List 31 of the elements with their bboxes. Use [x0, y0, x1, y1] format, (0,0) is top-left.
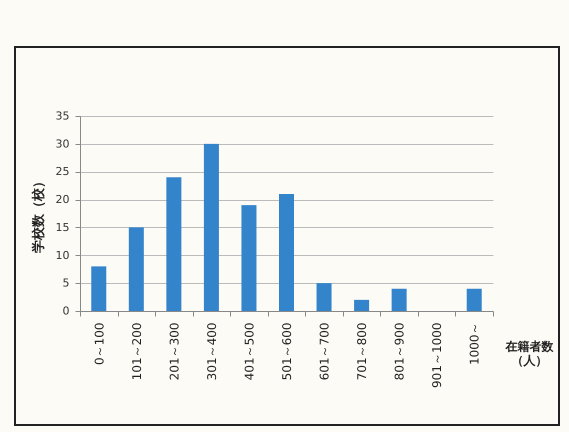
y-tick-label: 5	[62, 276, 70, 290]
x-tick-label: 601～700	[318, 322, 332, 380]
x-tick-label: 301～400	[204, 322, 219, 380]
bar	[466, 288, 482, 311]
bar	[316, 283, 332, 311]
y-tick-label: 35	[56, 110, 70, 122]
x-axis-title: 在籍者数（人）	[504, 340, 554, 368]
bar	[91, 266, 106, 311]
x-tick-label: 701～800	[355, 322, 370, 380]
bar	[204, 144, 219, 311]
y-tick-label: 10	[56, 248, 70, 262]
bar	[354, 300, 370, 311]
y-tick-label: 25	[56, 165, 70, 178]
x-tick-label: 201～300	[167, 322, 182, 380]
x-tick-label: 101～200	[130, 322, 144, 380]
y-tick-label: 0	[62, 304, 70, 318]
bar	[278, 194, 294, 311]
bar	[241, 205, 256, 311]
y-tick-label: 30	[56, 137, 70, 150]
x-tick-label: 801～900	[392, 322, 407, 380]
bar	[166, 177, 182, 311]
y-tick-label: 20	[56, 193, 70, 206]
y-axis-title: 学校数（校）	[30, 175, 47, 253]
y-tick-label: 15	[56, 220, 70, 234]
x-tick-label: 0～100	[92, 322, 106, 366]
bar	[392, 288, 407, 311]
x-tick-label: 401～500	[242, 322, 256, 380]
x-tick-label: 901～1000	[430, 322, 444, 388]
x-tick-label: 501～600	[280, 322, 294, 380]
x-tick-label: 1000～	[468, 322, 482, 366]
bar	[128, 227, 144, 311]
